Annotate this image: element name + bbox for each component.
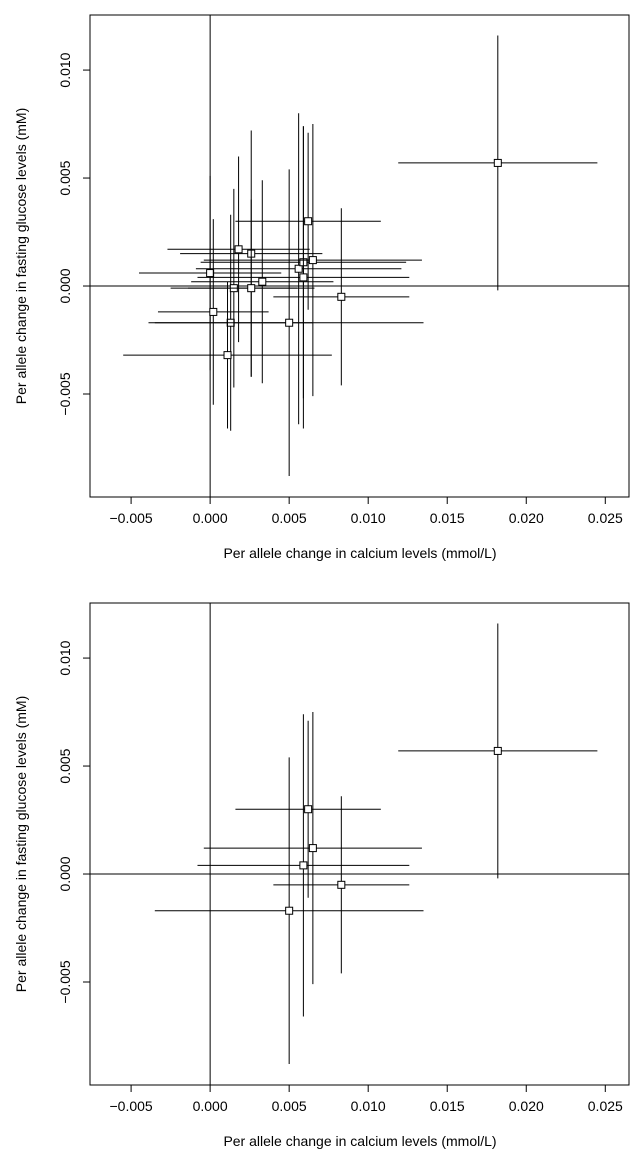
x-tick-label: 0.020 <box>509 1098 544 1114</box>
point <box>308 256 317 265</box>
point <box>285 906 294 915</box>
point <box>234 245 243 254</box>
plot-frame <box>89 602 630 1086</box>
y-tick-label: 0.000 <box>57 268 73 303</box>
point <box>258 277 267 286</box>
x-axis-label: Per allele change in calcium levels (mmo… <box>223 545 496 561</box>
point <box>294 264 303 273</box>
point <box>493 746 502 755</box>
x-tick-label: 0.025 <box>588 510 623 526</box>
x-tick-label: 0.015 <box>430 1098 465 1114</box>
y-tick-label: 0.010 <box>57 640 73 675</box>
x-tick-label: 0.000 <box>193 1098 228 1114</box>
x-tick-label: 0.020 <box>509 510 544 526</box>
y-axis-label: Per allele change in fasting glucose lev… <box>13 108 29 404</box>
point <box>308 844 317 853</box>
point <box>304 217 313 226</box>
x-tick-label: 0.010 <box>351 510 386 526</box>
point <box>209 307 218 316</box>
x-axis-label: Per allele change in calcium levels (mmo… <box>223 1133 496 1149</box>
plot-frame <box>89 14 630 498</box>
point <box>223 351 232 360</box>
y-tick-label: −0.005 <box>57 372 73 415</box>
y-axis-label: Per allele change in fasting glucose lev… <box>13 696 29 992</box>
point <box>493 158 502 167</box>
y-tick-label: 0.000 <box>57 856 73 891</box>
point <box>299 273 308 282</box>
x-tick-label: 0.015 <box>430 510 465 526</box>
x-tick-label: 0.005 <box>272 1098 307 1114</box>
point <box>206 269 215 278</box>
x-tick-label: −0.005 <box>109 510 152 526</box>
y-tick-label: 0.005 <box>57 160 73 195</box>
x-tick-label: 0.000 <box>193 510 228 526</box>
x-tick-label: 0.005 <box>272 510 307 526</box>
point <box>304 805 313 814</box>
x-tick-label: 0.025 <box>588 1098 623 1114</box>
point <box>337 880 346 889</box>
point <box>337 292 346 301</box>
point <box>285 318 294 327</box>
y-tick-label: −0.005 <box>57 960 73 1003</box>
point <box>247 284 256 293</box>
y-tick-label: 0.005 <box>57 748 73 783</box>
point <box>299 861 308 870</box>
x-tick-label: −0.005 <box>109 1098 152 1114</box>
x-tick-label: 0.010 <box>351 1098 386 1114</box>
y-tick-label: 0.010 <box>57 52 73 87</box>
